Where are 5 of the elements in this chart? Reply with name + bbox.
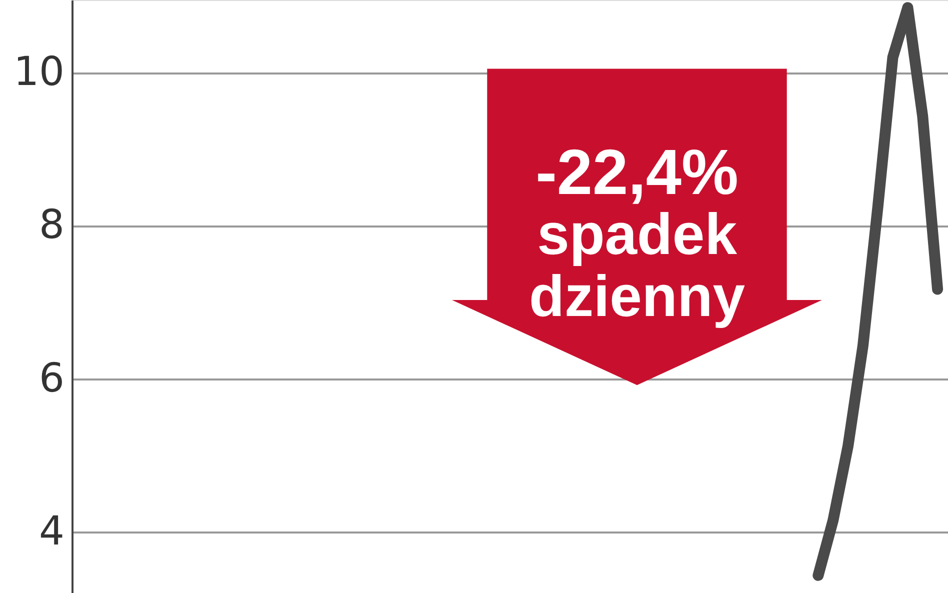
y-tick-label: 4 [39, 508, 64, 554]
y-tick-label: 8 [39, 202, 64, 248]
annotation: -22,4% spadek dzienny [529, 136, 745, 329]
y-tick-label: 6 [39, 355, 64, 402]
y-tick-label: 10 [14, 49, 64, 96]
